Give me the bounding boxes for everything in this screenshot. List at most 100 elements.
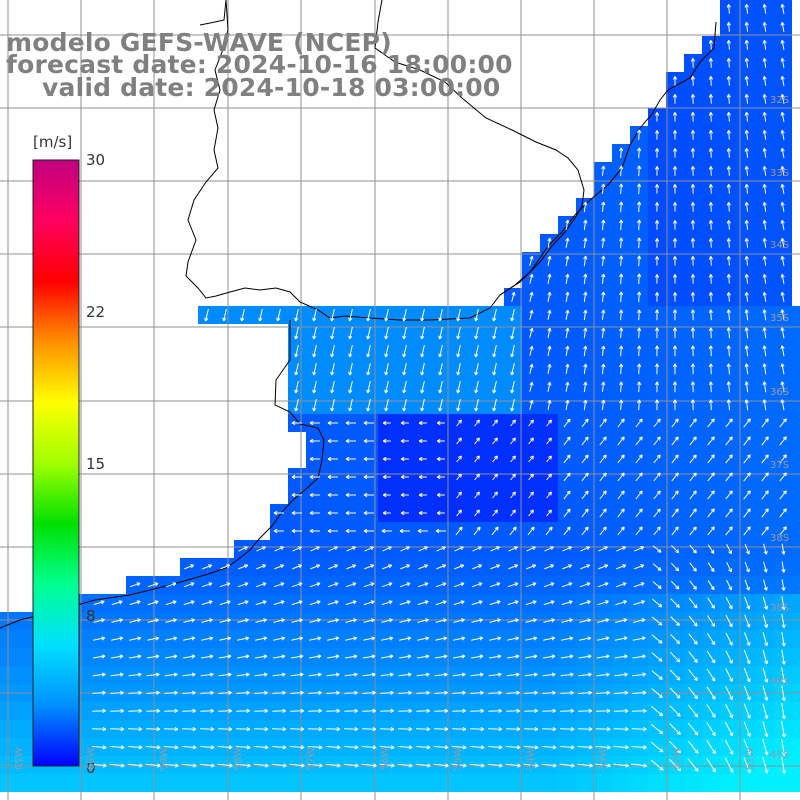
wind-arrow — [744, 327, 749, 339]
wind-arrow — [291, 600, 303, 606]
lon-label: 53W — [598, 747, 609, 770]
wind-arrow — [614, 618, 628, 623]
wind-arrow — [636, 273, 642, 285]
wind-arrow — [290, 708, 304, 714]
wind-arrow — [597, 600, 609, 606]
wind-arrow — [273, 618, 285, 623]
wind-arrow — [506, 690, 520, 695]
wind-arrow — [579, 636, 592, 641]
wind-arrow — [653, 418, 661, 428]
wind-arrow — [781, 756, 787, 774]
wind-speed-cell — [0, 648, 18, 666]
wind-arrow — [418, 546, 428, 552]
wind-arrow — [690, 327, 696, 339]
wind-arrow — [525, 618, 537, 623]
wind-arrow — [669, 758, 682, 772]
wind-arrow — [743, 703, 751, 719]
wind-arrow — [561, 600, 573, 606]
wind-arrow — [672, 220, 678, 230]
wind-arrow — [744, 291, 749, 302]
wind-arrow — [474, 491, 480, 499]
wind-arrow — [543, 618, 555, 623]
wind-arrow — [689, 562, 697, 572]
wind-arrow — [506, 708, 520, 714]
wind-arrow — [110, 726, 125, 732]
wind-arrow — [565, 345, 570, 356]
wind-arrow — [525, 600, 537, 606]
wind-arrow — [577, 726, 593, 732]
wind-arrow — [492, 491, 498, 499]
wind-arrow — [400, 564, 411, 570]
wind-arrow — [726, 112, 731, 122]
wind-arrow — [779, 454, 787, 464]
wind-arrow — [528, 455, 534, 463]
wind-arrow — [779, 436, 787, 446]
wind-arrow — [669, 669, 681, 681]
wind-arrow — [364, 564, 375, 570]
wind-arrow — [614, 672, 628, 677]
wind-arrow — [327, 492, 338, 498]
wind-arrow — [474, 419, 480, 427]
wind-arrow — [361, 745, 377, 750]
wind-arrow — [487, 745, 503, 750]
wind-arrow — [309, 492, 320, 498]
wind-arrow — [726, 76, 731, 86]
wind-arrow — [563, 490, 571, 500]
wind-arrow — [110, 672, 124, 677]
wind-arrow — [726, 274, 731, 284]
wind-arrow — [344, 672, 358, 677]
wind-arrow — [654, 274, 660, 284]
wind-arrow — [505, 763, 521, 768]
wind-arrow — [762, 129, 767, 140]
wind-arrow — [312, 344, 317, 358]
wind-arrow — [510, 398, 515, 412]
wind-arrow — [456, 419, 462, 427]
wind-arrow — [398, 654, 412, 659]
wind-arrow — [601, 165, 606, 177]
wind-arrow — [523, 745, 539, 750]
wind-arrow — [507, 582, 519, 588]
lon-label: 57W — [306, 747, 317, 770]
wind-speed-cell — [792, 540, 800, 558]
wind-arrow — [632, 636, 646, 641]
wind-arrow — [273, 636, 286, 641]
wind-arrow — [596, 654, 610, 659]
wind-arrow — [781, 685, 786, 702]
wind-arrow — [635, 526, 643, 536]
wind-arrow — [402, 326, 407, 340]
wind-arrow — [344, 654, 358, 659]
wind-arrow — [379, 763, 395, 768]
wind-arrow — [708, 399, 713, 411]
wind-arrow — [456, 437, 462, 445]
wind-arrow — [436, 564, 447, 570]
wind-arrow — [382, 420, 391, 426]
wind-arrow — [654, 130, 660, 140]
lat-label: 40S — [770, 676, 790, 687]
wind-speed-cell — [90, 774, 108, 792]
wind-arrow — [690, 399, 696, 411]
wind-arrow — [599, 526, 607, 536]
wind-arrow — [129, 636, 142, 641]
wind-arrow — [601, 255, 606, 267]
wind-arrow — [726, 4, 731, 14]
wind-arrow — [670, 562, 680, 572]
wind-arrow — [473, 526, 481, 536]
wind-arrow — [218, 654, 232, 659]
wind-arrow — [598, 564, 609, 570]
wind-arrow — [690, 76, 696, 86]
wind-arrow — [291, 474, 302, 480]
wind-arrow — [652, 598, 663, 608]
wind-arrow — [381, 582, 393, 588]
wind-arrow — [508, 564, 519, 570]
wind-arrow — [527, 526, 535, 536]
wind-arrow — [456, 380, 461, 394]
wind-arrow — [616, 546, 626, 552]
wind-speed-cell — [0, 738, 18, 756]
wind-arrow — [529, 273, 534, 284]
wind-arrow — [258, 308, 263, 322]
wind-arrow — [510, 509, 516, 517]
wind-arrow — [164, 690, 178, 695]
wind-speed-cell — [792, 720, 800, 738]
